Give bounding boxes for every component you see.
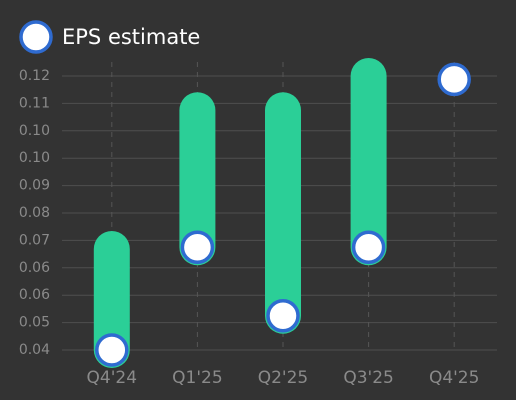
x-tick-label: Q1'25 [172,368,223,388]
y-tick-label: 0.06 [19,287,50,303]
y-tick-label: 0.05 [19,315,50,331]
y-tick-label: 0.10 [19,123,50,139]
y-tick-label: 0.04 [19,342,50,358]
x-tick-label: Q2'25 [258,368,309,388]
estimate-dot [95,333,129,367]
x-tick-label: Q3'25 [343,368,394,388]
y-tick-label: 0.12 [19,68,50,84]
x-tick-label: Q4'25 [429,368,480,388]
estimate-dot [437,62,471,97]
estimate-dot [351,230,386,264]
grid: 0.04 0.05 0.06 0.06 0.07 0.08 0.09 0.10 0.10 0.11… [19,62,497,388]
y-tick-label: 0.06 [19,260,50,276]
x-tick-label: Q4'24 [87,368,138,388]
legend-label: EPS estimate [62,25,200,49]
y-tick-label: 0.07 [19,232,50,248]
y-tick-label: 0.11 [19,95,50,111]
legend-marker [19,20,53,54]
estimate-dot [180,230,215,264]
estimate-dot [266,299,300,333]
y-tick-label: 0.10 [19,150,50,166]
y-tick-label: 0.09 [19,178,50,194]
y-tick-label: 0.08 [19,205,50,221]
marks [93,58,471,368]
